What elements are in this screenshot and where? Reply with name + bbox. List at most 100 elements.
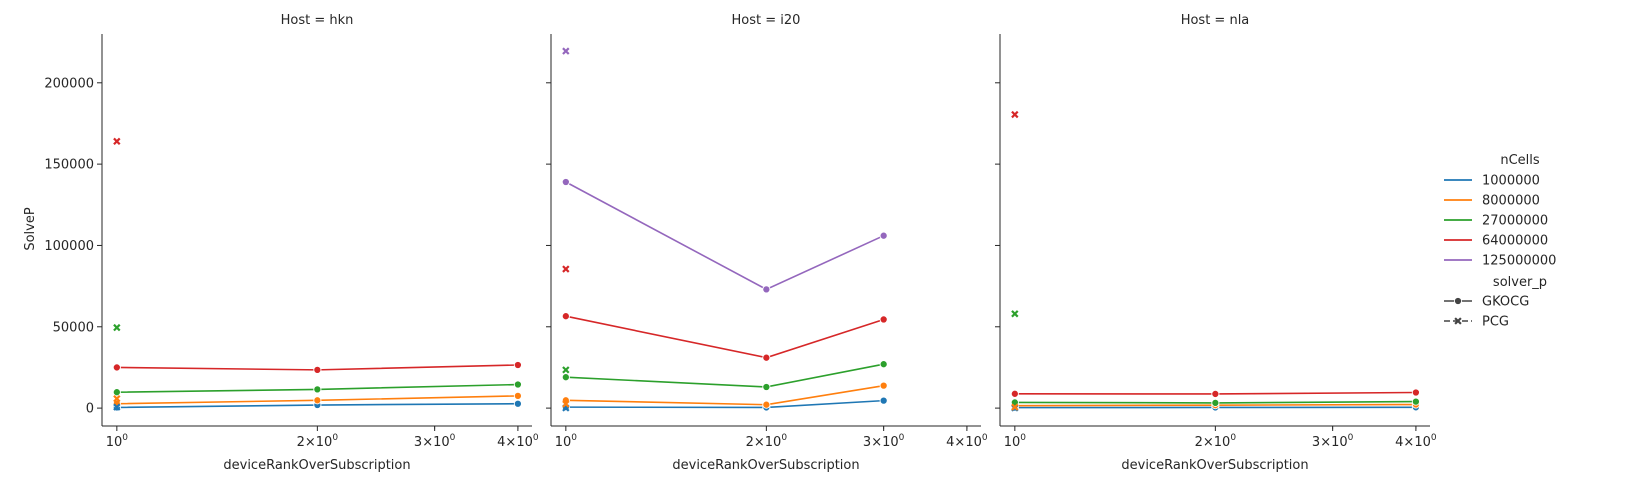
x-tick-label: 100 — [555, 433, 578, 450]
series-27000000-pcg — [562, 366, 570, 374]
data-point — [113, 403, 121, 411]
x-tick-label: 2×100 — [1195, 433, 1237, 450]
x-tick-label: 4×100 — [1395, 433, 1437, 450]
legend: nCells 1000000 8000000 27000000 64000000 1250… — [1444, 153, 1556, 330]
data-point — [1011, 403, 1019, 411]
series-line — [565, 315, 884, 359]
legend-label: GKOCG — [1482, 295, 1529, 310]
data-point — [561, 177, 570, 187]
data-point — [313, 396, 322, 405]
legend-label: PCG — [1482, 315, 1509, 330]
data-point — [879, 381, 888, 390]
legend-entry: 1000000 — [1444, 174, 1540, 189]
series-27000000-pcg — [1011, 310, 1019, 318]
x-tick-label: 2×100 — [746, 433, 788, 450]
data-point — [113, 323, 121, 332]
data-point — [1011, 110, 1019, 119]
data-point — [879, 315, 888, 324]
legend-label: 8000000 — [1482, 194, 1540, 209]
data-point — [1411, 397, 1420, 406]
series-27000000-gkocg — [112, 380, 522, 397]
data-point — [562, 400, 570, 408]
data-point — [113, 394, 121, 403]
data-point — [113, 137, 121, 146]
data-point — [313, 365, 322, 374]
data-point — [513, 360, 522, 370]
facet-panel-3: Host = nla 100 2×100 3×100 4×100 deviceRankOv… — [995, 13, 1437, 473]
data-point — [762, 400, 771, 409]
panel-title: Host = nla — [1181, 13, 1250, 28]
x-tick-label: 4×100 — [946, 433, 988, 450]
x-axis-title: deviceRankOverSubscription — [223, 458, 410, 473]
legend-marker — [1453, 296, 1463, 306]
panel-title: Host = hkn — [281, 13, 354, 28]
y-tick-label: 150000 — [44, 158, 94, 173]
data-point — [1211, 389, 1220, 399]
data-point — [562, 47, 570, 55]
series-8000000-gkocg — [561, 381, 888, 409]
data-point — [1211, 398, 1220, 407]
series-line — [565, 384, 884, 406]
data-point — [513, 391, 522, 400]
data-point — [762, 382, 771, 392]
series-125000000-pcg — [562, 47, 570, 55]
series-8000000-pcg — [562, 400, 570, 408]
series-64000000-pcg — [113, 137, 121, 146]
series-8000000-pcg — [1011, 403, 1019, 411]
y-tick-label: 100000 — [44, 239, 94, 254]
series-125000000-gkocg — [561, 177, 888, 294]
x-tick-label: 3×100 — [1312, 433, 1354, 450]
facet-panel-1: Host = hkn 0 50000 100000 150000 200000 100 2×1… — [44, 13, 539, 473]
facet-panel-2: Host = i20 100 2×100 3×100 4×100 deviceRankOv… — [546, 13, 988, 473]
data-point — [112, 363, 121, 372]
series-64000000-gkocg — [561, 312, 888, 362]
facet-panels: Host = hkn 0 50000 100000 150000 200000 100 2×1… — [44, 13, 1437, 473]
legend-label: 125000000 — [1482, 254, 1556, 269]
y-tick-label: 50000 — [53, 320, 94, 335]
legend-entry: 64000000 — [1444, 234, 1548, 249]
data-point — [879, 231, 888, 240]
legend-hue-title: nCells — [1500, 153, 1540, 168]
series-27000000-gkocg — [561, 360, 888, 392]
data-point — [879, 396, 888, 405]
data-point — [561, 312, 570, 321]
legend-entry: 27000000 — [1444, 214, 1548, 229]
data-point — [762, 285, 771, 294]
legend-entry: 8000000 — [1444, 194, 1540, 209]
data-point — [513, 380, 522, 389]
legend-label: 64000000 — [1482, 234, 1548, 249]
x-tick-label: 2×100 — [297, 433, 339, 450]
data-point — [313, 385, 322, 394]
x-tick-label: 3×100 — [414, 433, 456, 450]
series-64000000-pcg — [562, 265, 570, 273]
x-axis-title: deviceRankOverSubscription — [1121, 458, 1308, 473]
x-axis-title: deviceRankOverSubscription — [672, 458, 859, 473]
panel-title: Host = i20 — [732, 13, 801, 28]
series-64000000-pcg — [1011, 110, 1019, 119]
data-point — [1010, 389, 1019, 398]
y-tick-label: 0 — [86, 402, 94, 417]
series-line — [565, 181, 884, 291]
data-point — [879, 360, 888, 369]
x-tick-label: 100 — [106, 433, 129, 450]
legend-entry: GKOCG — [1444, 295, 1529, 310]
legend-label: 1000000 — [1482, 174, 1540, 189]
series-64000000-gkocg — [1010, 388, 1420, 399]
x-tick-label: 100 — [1004, 433, 1027, 450]
legend-label: 27000000 — [1482, 214, 1548, 229]
data-point — [562, 265, 570, 273]
y-tick-label: 200000 — [44, 76, 94, 91]
legend-marker — [1454, 317, 1462, 325]
x-tick-label: 4×100 — [497, 433, 539, 450]
data-point — [513, 399, 522, 408]
legend-entry: 125000000 — [1444, 254, 1556, 269]
x-tick-label: 3×100 — [863, 433, 905, 450]
series-line — [565, 363, 884, 388]
series-1000000-pcg — [113, 403, 121, 411]
data-point — [1011, 310, 1019, 318]
y-axis-title: SolveP — [23, 207, 38, 251]
data-point — [1411, 388, 1420, 397]
data-point — [561, 373, 570, 382]
data-point — [562, 366, 570, 374]
